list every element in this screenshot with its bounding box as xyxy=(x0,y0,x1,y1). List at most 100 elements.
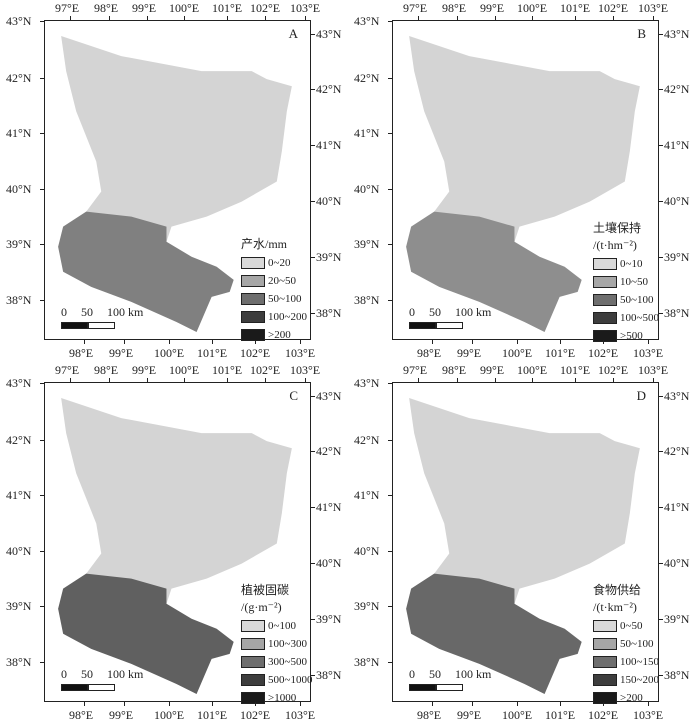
region-outline xyxy=(406,36,640,332)
tick xyxy=(227,378,228,382)
right-lat-label: 40°N xyxy=(664,556,690,570)
tick xyxy=(659,507,663,508)
tick xyxy=(70,16,71,20)
tick xyxy=(659,675,663,676)
tick xyxy=(311,619,315,620)
bottom-lon-label: 102°E xyxy=(240,346,271,360)
left-lat-label: 40°N xyxy=(354,182,380,196)
legend-label: >200 xyxy=(268,329,291,341)
tick xyxy=(311,675,315,676)
left-lat-label: 39°N xyxy=(6,237,32,251)
tick xyxy=(311,451,315,452)
map-panel-a: A 产水/mm 0~20 20~50 50~100 100~200 >200 0 50 100 k… xyxy=(44,20,311,341)
legend-item: 50~100 xyxy=(593,635,659,653)
study-area-map xyxy=(58,36,292,332)
tick xyxy=(653,16,654,20)
map-panel-c: C 植被固碳 /(g·m⁻²) 0~100 100~300 300~500 500~1000… xyxy=(44,382,312,704)
top-lon-label: 101°E xyxy=(212,363,243,377)
left-lat-label: 38°N xyxy=(6,655,32,669)
legend-label: 20~50 xyxy=(268,275,296,287)
legend-title: /(t·km⁻²) xyxy=(593,600,637,614)
tick xyxy=(575,16,576,20)
bottom-lon-label: 103°E xyxy=(285,346,316,360)
panel-letter: B xyxy=(637,26,646,41)
scale-segment xyxy=(61,322,88,329)
legend-title: 产水/mm xyxy=(241,237,288,251)
right-lat-label: 41°N xyxy=(664,500,690,514)
scale-labels: 0 50 100 km xyxy=(61,667,143,681)
tick xyxy=(472,340,473,344)
legend-label: 0~20 xyxy=(268,257,291,269)
legend-label: >1000 xyxy=(268,692,297,704)
tick xyxy=(84,340,85,344)
legend-item: 0~50 xyxy=(593,617,659,635)
top-lon-label: 101°E xyxy=(560,1,591,15)
top-lon-label: 103°E xyxy=(290,1,321,15)
tick xyxy=(388,383,392,384)
tick xyxy=(169,340,170,344)
tick xyxy=(532,378,533,382)
right-lat-label: 38°N xyxy=(664,668,690,682)
bottom-lon-label: 100°E xyxy=(502,346,533,360)
tick xyxy=(255,702,256,706)
scale-labels: 0 50 100 km xyxy=(409,667,491,681)
legend-swatch xyxy=(241,275,265,287)
top-lon-label: 97°E xyxy=(55,363,80,377)
legend-swatch xyxy=(593,674,617,686)
tick xyxy=(388,300,392,301)
legend-item: 100~500 xyxy=(593,309,659,327)
right-lat-label: 42°N xyxy=(664,82,690,96)
top-lon-label: 103°E xyxy=(638,1,669,15)
tick xyxy=(300,340,301,344)
left-lat-label: 38°N xyxy=(6,293,32,307)
top-lon-label: 98°E xyxy=(94,1,119,15)
tick xyxy=(265,378,266,382)
high-value-zone xyxy=(406,211,582,332)
left-lat-label: 39°N xyxy=(354,599,380,613)
top-lon-label: 98°E xyxy=(442,1,467,15)
legend-item: 300~500 xyxy=(241,653,312,671)
tick xyxy=(311,89,315,90)
left-lat-label: 43°N xyxy=(354,14,380,28)
bottom-lon-label: 101°E xyxy=(197,708,228,722)
tick xyxy=(517,340,518,344)
tick xyxy=(659,396,663,397)
right-lat-label: 41°N xyxy=(664,138,690,152)
legend-label: 0~10 xyxy=(620,258,643,270)
scale-label: 50 xyxy=(81,305,93,319)
top-lon-label: 100°E xyxy=(517,1,548,15)
top-lon-label: 102°E xyxy=(598,363,629,377)
scale-segment xyxy=(88,684,115,691)
tick xyxy=(109,16,110,20)
tick xyxy=(613,378,614,382)
tick xyxy=(40,495,44,496)
legend-swatch xyxy=(593,620,617,632)
legend-swatch xyxy=(593,656,617,668)
right-lat-label: 38°N xyxy=(316,306,342,320)
right-lat-label: 38°N xyxy=(316,668,342,682)
right-lat-label: 42°N xyxy=(316,82,342,96)
scale-segment xyxy=(88,322,115,329)
bottom-lon-label: 98°E xyxy=(417,708,442,722)
left-lat-label: 39°N xyxy=(6,599,32,613)
legend-item: 0~100 xyxy=(241,617,312,635)
left-lat-label: 42°N xyxy=(354,71,380,85)
tick xyxy=(659,34,663,35)
legend-title: 土壤保持 xyxy=(593,221,642,235)
tick xyxy=(109,378,110,382)
tick xyxy=(40,440,44,441)
tick xyxy=(40,21,44,22)
legend-label: >500 xyxy=(620,330,643,342)
right-lat-label: 39°N xyxy=(316,612,342,626)
right-lat-label: 43°N xyxy=(316,27,342,41)
tick xyxy=(388,78,392,79)
bottom-lon-label: 102°E xyxy=(588,346,619,360)
scale-label: 0 xyxy=(61,305,67,319)
legend-swatch xyxy=(241,311,265,323)
top-lon-label: 102°E xyxy=(250,1,281,15)
bottom-lon-label: 99°E xyxy=(109,708,134,722)
tick xyxy=(311,257,315,258)
tick xyxy=(659,451,663,452)
tick xyxy=(532,16,533,20)
tick xyxy=(84,702,85,706)
